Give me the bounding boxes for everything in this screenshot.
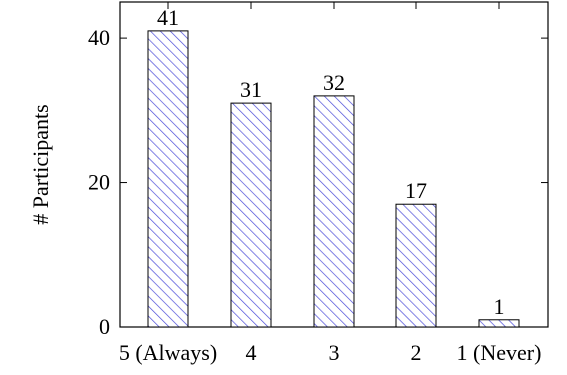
x-tick-label: 5 (Always) — [119, 340, 217, 365]
bar — [313, 95, 355, 328]
labels-layer: 41 5 (Always) 31 4 32 3 17 2 1 1 (Never) — [119, 5, 542, 365]
bars-layer — [147, 30, 520, 328]
bar — [395, 203, 437, 328]
bar-value-label: 1 — [494, 294, 505, 319]
y-axis-title: # Participants — [28, 104, 53, 224]
x-tick-label: 3 — [329, 340, 340, 365]
y-tick-label: 20 — [88, 170, 110, 195]
y-tick-label: 0 — [99, 314, 110, 339]
y-tick-label: 40 — [88, 25, 110, 50]
x-tick-label: 4 — [246, 340, 257, 365]
x-tick-label: 1 (Never) — [457, 340, 542, 365]
bar-value-label: 31 — [240, 77, 262, 102]
bar-value-label: 41 — [157, 5, 179, 30]
bar-value-label: 32 — [323, 70, 345, 95]
bar-value-label: 17 — [405, 178, 427, 203]
bar — [147, 30, 189, 328]
bar — [478, 319, 520, 328]
x-tick-label: 2 — [411, 340, 422, 365]
bar — [230, 102, 272, 328]
